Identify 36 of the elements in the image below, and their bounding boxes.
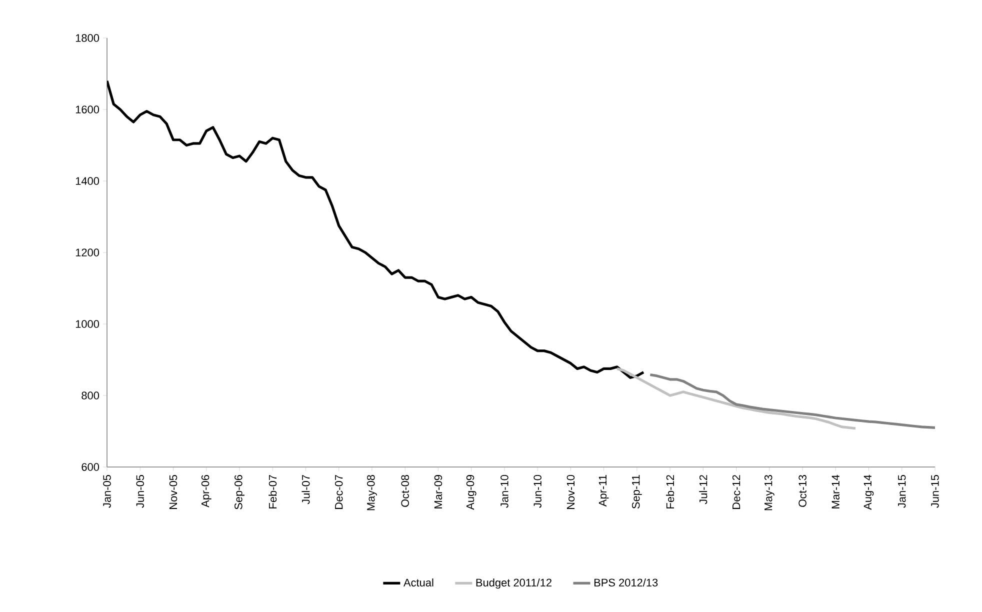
x-tick-label: Jan-10 bbox=[500, 474, 508, 508]
y-tick-label: 1200 bbox=[76, 248, 100, 256]
x-tick-label: Jun-05 bbox=[136, 474, 144, 508]
x-tick-label: Jul-12 bbox=[699, 475, 708, 504]
x-tick-label: Sep-11 bbox=[632, 475, 642, 509]
y-tick-label: 1600 bbox=[76, 106, 100, 114]
x-tick-label: Dec-12 bbox=[732, 475, 740, 509]
y-tick-label: 800 bbox=[82, 392, 100, 400]
x-tick-label: Oct-13 bbox=[798, 475, 806, 507]
y-tick-label: 1000 bbox=[76, 320, 100, 328]
x-tick-label: Mar-14 bbox=[832, 474, 840, 508]
x-tick-label: Aug-09 bbox=[466, 475, 476, 510]
x-tick-label: Nov-05 bbox=[169, 474, 178, 509]
x-tick-label: Jul-07 bbox=[302, 475, 310, 504]
x-tick-label: Nov-10 bbox=[566, 474, 575, 509]
x-tick-label: Sep-06 bbox=[234, 475, 244, 510]
x-tick-label: Feb-07 bbox=[268, 475, 277, 508]
x-tick-label: May-13 bbox=[764, 475, 774, 510]
x-tick-label: Jan-15 bbox=[898, 474, 906, 508]
y-tick-label: 600 bbox=[82, 463, 100, 471]
x-tick-label: Feb-12 bbox=[666, 475, 674, 508]
legend-label: Actual bbox=[403, 578, 434, 586]
x-tick-label: Jun-15 bbox=[931, 474, 939, 508]
x-tick-label: Jan-05 bbox=[103, 474, 111, 508]
x-tick-label: Apr-11 bbox=[598, 475, 609, 507]
x-tick-label: Oct-08 bbox=[401, 475, 409, 507]
legend-label: Budget 2011/12 bbox=[476, 578, 552, 589]
y-tick-label: 1800 bbox=[76, 34, 100, 42]
x-tick-label: Mar-09 bbox=[434, 475, 442, 508]
legend-label: BPS 2012/13 bbox=[594, 578, 658, 586]
x-tick-label: Jun-10 bbox=[534, 474, 542, 508]
x-tick-label: Apr-06 bbox=[201, 475, 212, 508]
x-tick-label: Aug-14 bbox=[864, 474, 874, 510]
y-tick-label: 1400 bbox=[76, 177, 100, 185]
x-tick-label: Dec-07 bbox=[334, 475, 343, 509]
x-tick-label: May-08 bbox=[367, 475, 377, 510]
